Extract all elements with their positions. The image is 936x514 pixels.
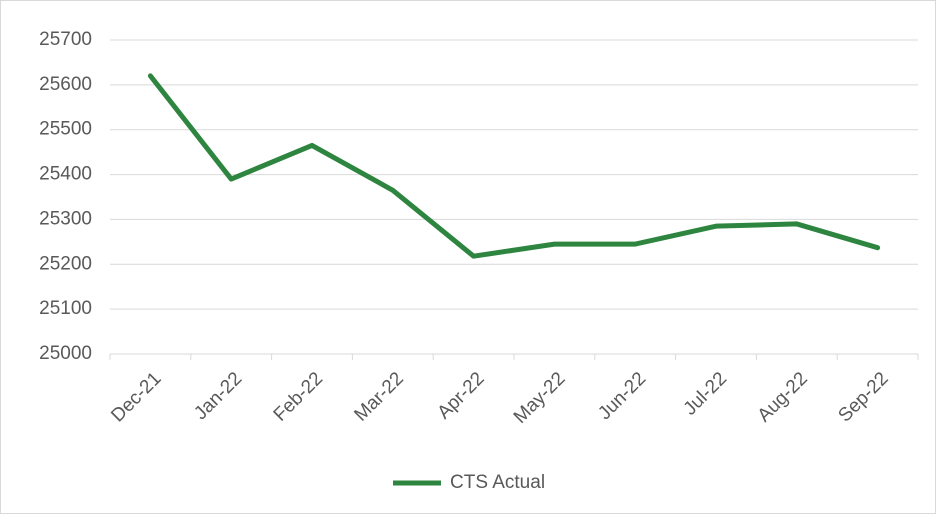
y-tick-label: 25300: [39, 208, 92, 229]
y-tick-label: 25000: [39, 343, 92, 364]
legend-label: CTS Actual: [450, 472, 545, 493]
y-tick-label: 25600: [39, 74, 92, 95]
y-tick-label: 25500: [39, 119, 92, 140]
y-tick-label: 25700: [39, 29, 92, 50]
y-tick-label: 25200: [39, 253, 92, 274]
y-tick-label: 25400: [39, 164, 92, 185]
y-tick-label: 25100: [39, 298, 92, 319]
line: [147, 73, 881, 259]
